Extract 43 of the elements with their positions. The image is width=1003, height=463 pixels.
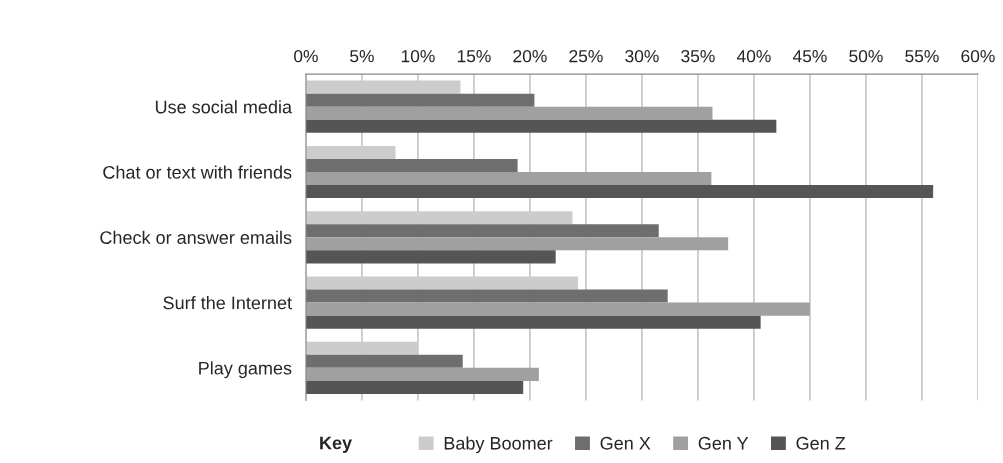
x-tick-label: 25% (569, 50, 603, 63)
legend-title: Key (320, 436, 352, 453)
bar (305, 354, 463, 368)
bar (305, 224, 659, 238)
x-tick-label: 10% (401, 50, 435, 63)
x-tick-label: 15% (457, 50, 491, 63)
bar (305, 172, 712, 186)
legend-label: Baby Boomer (444, 436, 553, 454)
bar (305, 80, 461, 94)
x-tick-label: 20% (513, 50, 547, 63)
bar (305, 237, 729, 251)
y-tick-label: Use social media (155, 100, 293, 114)
bar (305, 250, 556, 264)
bar (305, 106, 713, 120)
bar (305, 119, 777, 133)
bar (305, 341, 418, 355)
bar (305, 367, 539, 381)
y-tick-label: Check or answer emails (100, 230, 292, 245)
x-tick-label: 5% (350, 50, 374, 63)
bar (305, 145, 396, 159)
bar (305, 93, 535, 107)
x-tick-label: 35% (681, 50, 715, 63)
x-tick-label: 30% (625, 50, 659, 63)
legend-label: Gen Z (796, 436, 846, 450)
bar (305, 211, 573, 225)
bar (305, 315, 761, 329)
x-tick-label: 50% (849, 50, 883, 63)
x-tick-label: 55% (905, 50, 939, 63)
y-tick-label: Surf the Internet (163, 296, 292, 310)
bar (305, 380, 524, 394)
bar (305, 276, 579, 290)
bar (305, 302, 810, 316)
x-tick-label: 45% (792, 50, 827, 63)
bar (305, 158, 518, 172)
x-tick-label: 0% (294, 50, 318, 63)
x-tick-label: 40% (736, 50, 771, 63)
x-tick-label: 60% (961, 50, 995, 63)
bar (305, 185, 934, 199)
y-tick-label: Play games (199, 361, 292, 379)
y-tick-label: Chat or text with friends (103, 165, 292, 179)
bar (305, 289, 668, 303)
legend-label: Gen Y (698, 436, 749, 450)
legend-label: Gen X (600, 436, 651, 450)
